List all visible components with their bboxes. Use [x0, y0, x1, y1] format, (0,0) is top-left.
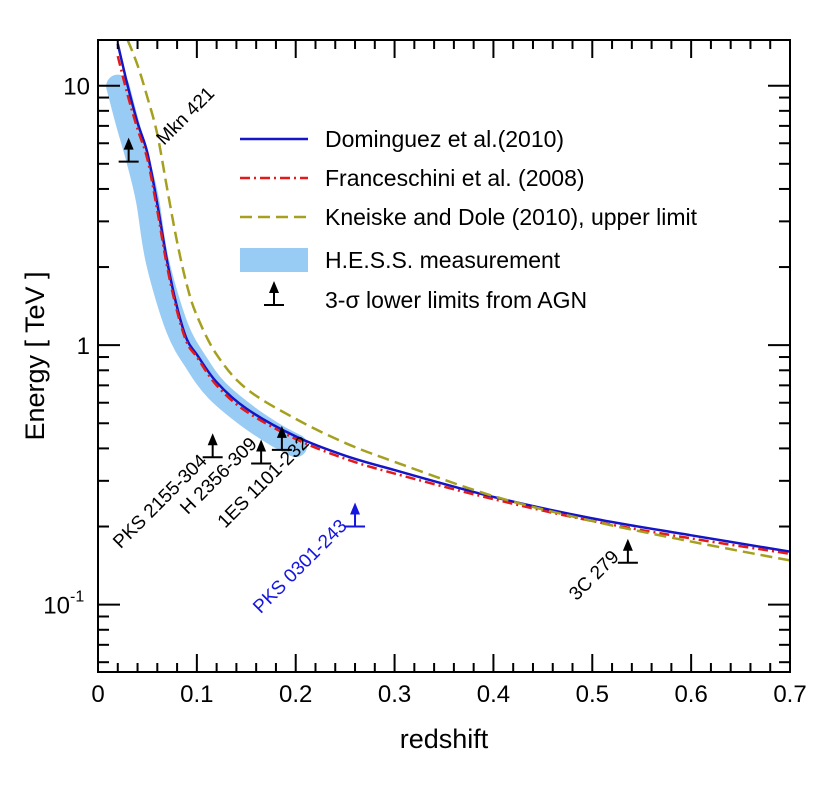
legend-label-band: H.E.S.S. measurement: [325, 247, 561, 273]
x-tick-label-6: 0.6: [674, 681, 707, 708]
lower-limit-4-head: [350, 502, 361, 515]
legend-label-limit: 3-σ lower limits from AGN: [325, 287, 587, 313]
lower-limit-5: [617, 538, 638, 564]
lower-limit-2-head: [256, 439, 267, 452]
legend-label-1: Franceschini et al. (2008): [325, 165, 585, 191]
series-line-2: [126, 40, 790, 562]
legend: Dominguez et al.(2010) Franceschini et al…: [240, 126, 698, 313]
x-tick-label-4: 0.4: [477, 681, 510, 708]
y-tick-label-0: 10: [63, 74, 90, 101]
y-tick-label-1: 1: [77, 333, 90, 360]
x-tick-label-5: 0.5: [576, 681, 609, 708]
y-axis-title: Energy [ TeV ]: [20, 271, 50, 440]
series-layer: [116, 40, 790, 562]
x-tick-label-2: 0.2: [279, 681, 312, 708]
lower-limit-3: [271, 425, 292, 451]
hess-band-layer: [106, 74, 308, 458]
x-tick-label-7: 0.7: [773, 681, 806, 708]
lower-limit-3-head: [276, 425, 287, 438]
plot-frame: [97, 39, 791, 673]
legend-label-2: Kneiske and Dole (2010), upper limit: [325, 204, 698, 230]
source-label-0: Mkn 421: [153, 83, 219, 149]
lower-limit-0: [118, 137, 139, 163]
lower-limit-4: [345, 502, 366, 528]
lower-limit-1: [202, 433, 223, 459]
legend-swatch-limit-head: [269, 281, 279, 293]
x-tick-label-3: 0.3: [378, 681, 411, 708]
series-line-0: [116, 43, 790, 553]
lower-limit-5-head: [622, 538, 633, 551]
lower-limit-1-head: [207, 433, 218, 446]
x-axis-title: redshift: [400, 724, 489, 754]
y-tick-label-sup-2: -1: [70, 589, 84, 606]
x-tick-label-1: 0.1: [180, 681, 213, 708]
legend-label-0: Dominguez et al.(2010): [325, 126, 564, 152]
source-label-5: 3C 279: [565, 547, 623, 605]
legend-swatch-band: [240, 248, 308, 272]
legend-swatch-limit: [264, 281, 284, 306]
hess-band: [106, 74, 308, 458]
lower-limit-2: [251, 439, 272, 465]
y-tick-label-2: 10: [43, 593, 70, 620]
x-tick-label-0: 0: [91, 681, 104, 708]
source-label-4: PKS 0301-243: [249, 516, 351, 618]
series-line-1: [116, 55, 790, 556]
lower-limit-0-head: [123, 137, 134, 150]
lower-limits-layer: [118, 137, 638, 564]
